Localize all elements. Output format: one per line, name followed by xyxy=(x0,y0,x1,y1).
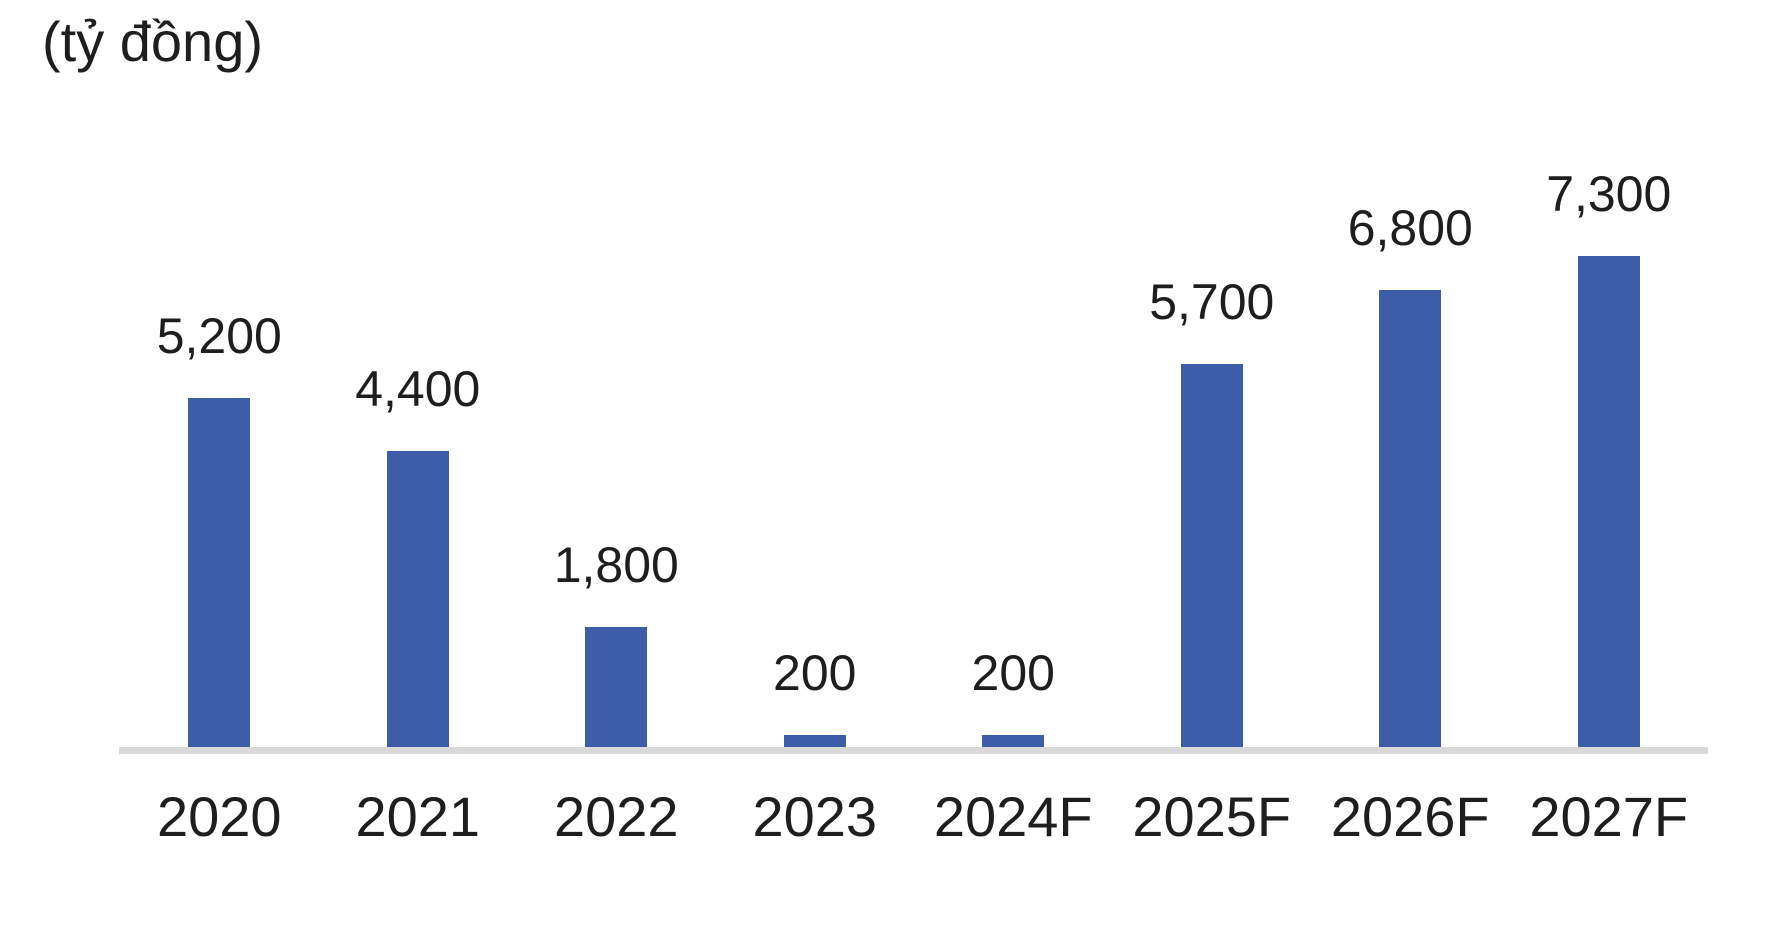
x-axis-label-2023: 2023 xyxy=(752,785,878,848)
bar-2024f xyxy=(982,735,1045,748)
x-axis-label-2021: 2021 xyxy=(355,785,481,848)
bar-value-label: 7,300 xyxy=(1546,166,1672,222)
bar-value-label: 5,700 xyxy=(1149,274,1275,330)
bar-value-label: 4,400 xyxy=(355,361,481,417)
bar-column-2022: 1,800 xyxy=(517,0,716,748)
bar-2026f xyxy=(1379,290,1442,748)
plot-area: 5,200 4,400 1,800 200 200 5,700 6,800 7,300 xyxy=(120,0,1708,748)
bar-value-label: 1,800 xyxy=(553,537,679,593)
bar-column-2024f: 200 xyxy=(914,0,1113,748)
bar-2025f xyxy=(1180,364,1243,748)
bar-2027f xyxy=(1577,256,1640,748)
x-axis-label-2025f: 2025F xyxy=(1132,785,1292,848)
chart-unit-label: (tỷ đồng) xyxy=(42,10,263,73)
bar-2023 xyxy=(783,735,846,748)
x-axis-label-2020: 2020 xyxy=(156,785,282,848)
bar-value-label: 5,200 xyxy=(156,308,282,364)
x-axis-label-2024f: 2024F xyxy=(933,785,1093,848)
bar-column-2025f: 5,700 xyxy=(1113,0,1312,748)
bar-value-label: 6,800 xyxy=(1347,200,1473,256)
bar-column-2026f: 6,800 xyxy=(1311,0,1510,748)
x-axis-label-2026f: 2026F xyxy=(1330,785,1490,848)
bar-value-label: 200 xyxy=(773,645,857,701)
x-axis-labels: 2020 2021 2022 2023 2024F 2025F 2026F 2027F xyxy=(120,786,1708,848)
bar-column-2021: 4,400 xyxy=(319,0,518,748)
bar-2020 xyxy=(188,398,251,748)
bar-2021 xyxy=(386,451,449,748)
bar-value-label: 200 xyxy=(971,645,1055,701)
x-axis-label-2022: 2022 xyxy=(553,785,679,848)
x-axis-line xyxy=(119,747,1708,754)
bar-column-2027f: 7,300 xyxy=(1510,0,1709,748)
bar-column-2020: 5,200 xyxy=(120,0,319,748)
bar-2022 xyxy=(585,627,648,748)
bar-column-2023: 200 xyxy=(716,0,915,748)
x-axis-label-2027f: 2027F xyxy=(1529,785,1689,848)
